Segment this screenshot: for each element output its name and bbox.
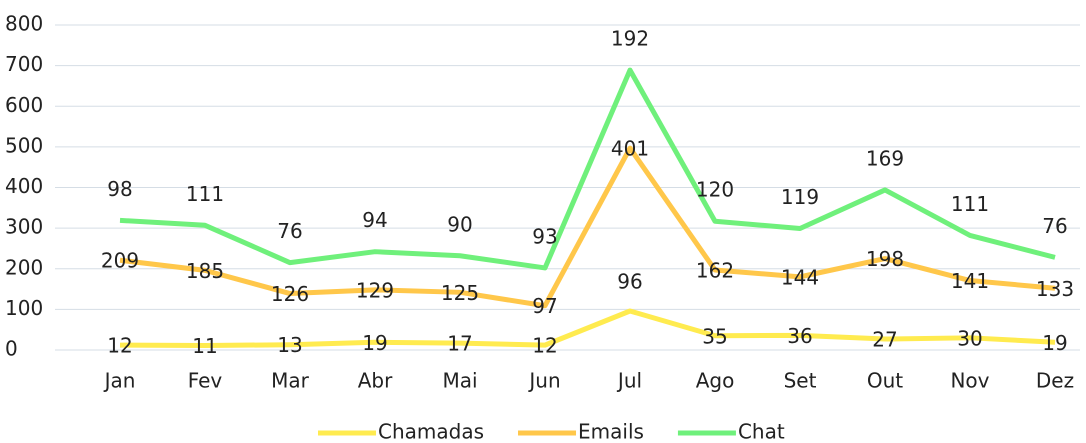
x-tick-label: Mar: [271, 369, 310, 393]
x-tick-label: Mai: [442, 369, 477, 393]
data-label: 12: [532, 334, 557, 358]
data-label: 93: [532, 224, 557, 248]
x-tick-label: Set: [784, 369, 817, 393]
data-label: 12: [107, 334, 132, 358]
x-tick-label: Abr: [358, 369, 393, 393]
y-tick-label: 200: [5, 255, 43, 279]
y-tick-label: 700: [5, 52, 43, 76]
data-label: 141: [951, 269, 989, 293]
data-label: 111: [186, 182, 224, 206]
data-label: 97: [532, 294, 557, 318]
x-tick-label: Ago: [696, 369, 735, 393]
data-label: 90: [447, 212, 472, 236]
legend-label: Emails: [578, 420, 644, 443]
data-label: 35: [702, 324, 727, 348]
data-label: 198: [866, 247, 904, 271]
data-label: 17: [447, 332, 472, 356]
x-tick-label: Jan: [103, 369, 136, 393]
data-label: 76: [277, 219, 302, 243]
y-tick-label: 0: [5, 337, 18, 361]
y-tick-label: 500: [5, 133, 43, 157]
data-label: 98: [107, 177, 132, 201]
series-line: [119, 308, 1056, 349]
data-label: 209: [101, 249, 139, 273]
x-tick-label: Fev: [188, 369, 223, 393]
data-label: 13: [277, 333, 302, 357]
data-label: 19: [1042, 331, 1067, 355]
x-tick-label: Jul: [616, 369, 642, 393]
series-line: [119, 145, 1056, 309]
legend-label: Chamadas: [378, 420, 484, 443]
data-label: 125: [441, 281, 479, 305]
data-label: 401: [611, 137, 649, 161]
data-label: 192: [611, 27, 649, 51]
y-tick-label: 800: [5, 12, 43, 36]
x-tick-label: Jun: [527, 369, 560, 393]
data-label: 94: [362, 208, 387, 232]
data-label: 185: [186, 259, 224, 283]
legend-label: Chat: [738, 420, 785, 443]
data-label: 133: [1036, 277, 1074, 301]
data-label: 111: [951, 192, 989, 216]
data-label: 19: [362, 331, 387, 355]
y-tick-label: 100: [5, 296, 43, 320]
series-line: [119, 67, 1056, 271]
data-label: 76: [1042, 214, 1067, 238]
data-label: 126: [271, 282, 309, 306]
data-label: 129: [356, 278, 394, 302]
y-tick-label: 600: [5, 93, 43, 117]
data-label: 96: [617, 270, 642, 294]
x-tick-label: Out: [867, 369, 903, 393]
x-tick-label: Nov: [950, 369, 989, 393]
data-label: 30: [957, 326, 982, 350]
y-tick-label: 400: [5, 174, 43, 198]
y-tick-label: 300: [5, 215, 43, 239]
data-label: 27: [872, 328, 897, 352]
data-label: 169: [866, 146, 904, 170]
data-label: 36: [787, 324, 812, 348]
x-tick-label: Dez: [1036, 369, 1074, 393]
data-label: 162: [696, 258, 734, 282]
data-label: 11: [192, 334, 217, 358]
data-label: 119: [781, 185, 819, 209]
data-label: 144: [781, 265, 819, 289]
data-label: 120: [696, 178, 734, 202]
